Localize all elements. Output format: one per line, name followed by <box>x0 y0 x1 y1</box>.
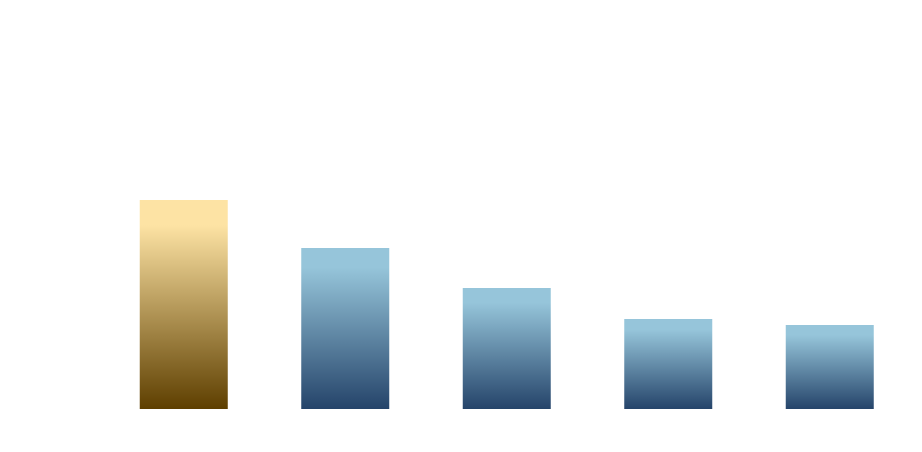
bar <box>301 248 390 409</box>
bar <box>785 325 874 409</box>
bar <box>462 288 551 409</box>
bar <box>624 319 713 409</box>
bar <box>139 200 228 409</box>
